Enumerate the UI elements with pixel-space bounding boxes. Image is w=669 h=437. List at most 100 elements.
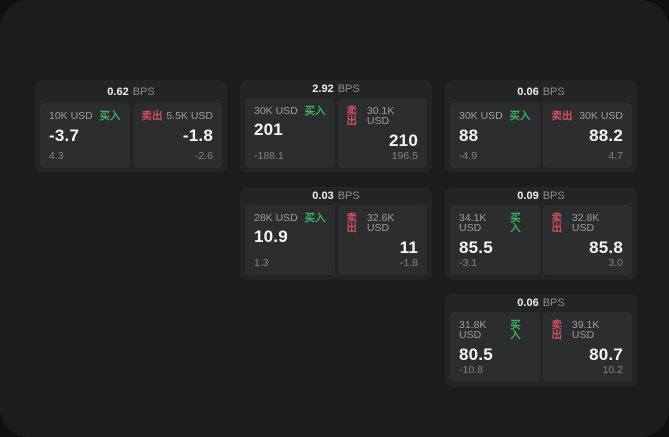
sell-side-label: 卖出 xyxy=(551,211,563,235)
sell-size: 39.1K USD xyxy=(571,318,600,342)
sell-sub-value: -1.8 xyxy=(399,256,418,269)
sell-panel[interactable]: 卖出 30.1K USD 210 196.5 xyxy=(337,97,427,168)
buy-size: 34.1K USD xyxy=(459,211,487,235)
buy-sub-value: -4.9 xyxy=(459,149,478,162)
sell-panel[interactable]: 卖出 32.8K USD 85.8 3.0 xyxy=(542,204,632,275)
sell-sub-value: 10.2 xyxy=(602,363,623,376)
sell-side-label: 卖出 xyxy=(346,211,358,235)
sell-price: 88.2 xyxy=(589,125,623,145)
quote-card: 0.06 BPS 31.8K USD 买入 80.5 -10.8 卖出 39.1… xyxy=(445,294,637,387)
buy-price: 80.5 xyxy=(459,344,493,364)
sell-side-label: 卖出 xyxy=(141,110,163,122)
quote-panels: 31.8K USD 买入 80.5 -10.8 卖出 39.1K USD 80.… xyxy=(450,311,632,382)
buy-size: 30K USD xyxy=(459,110,503,122)
buy-panel-top: 31.8K USD 买入 xyxy=(459,320,531,341)
sell-side-label: 卖出 xyxy=(551,110,573,122)
bps-value: 0.03 xyxy=(312,189,334,202)
sell-panel[interactable]: 卖出 39.1K USD 80.7 10.2 xyxy=(542,311,632,382)
bps-value: 0.62 xyxy=(107,85,129,98)
buy-panel-top: 30K USD 买入 xyxy=(254,106,326,117)
buy-side-label: 买入 xyxy=(509,110,531,122)
buy-sub-value: -3.1 xyxy=(459,256,478,269)
sell-price: 85.8 xyxy=(589,237,623,257)
bps-unit: BPS xyxy=(542,189,565,202)
bps-header: 0.09 BPS xyxy=(450,187,632,205)
sell-panel[interactable]: 卖出 30K USD 88.2 4.7 xyxy=(542,103,632,168)
bps-header: 2.92 BPS xyxy=(245,80,427,98)
bps-header: 0.62 BPS xyxy=(40,80,222,103)
sell-panel-top: 卖出 30.1K USD xyxy=(347,106,419,127)
sell-size: 30K USD xyxy=(579,110,623,122)
buy-size: 28K USD xyxy=(254,211,298,224)
bps-value: 0.09 xyxy=(517,189,539,202)
quote-card: 2.92 BPS 30K USD 买入 201 -188.1 卖出 30.1K … xyxy=(240,80,432,173)
buy-panel-top: 34.1K USD 买入 xyxy=(459,213,531,234)
bps-header: 0.03 BPS xyxy=(245,187,427,205)
buy-panel[interactable]: 30K USD 买入 201 -188.1 xyxy=(245,97,335,168)
sell-panel[interactable]: 卖出 5.5K USD -1.8 -2.6 xyxy=(132,103,222,168)
buy-panel[interactable]: 34.1K USD 买入 85.5 -3.1 xyxy=(450,204,540,275)
buy-panel-top: 30K USD 买入 xyxy=(459,111,531,122)
buy-panel[interactable]: 28K USD 买入 10.9 1.3 xyxy=(245,204,335,275)
bps-unit: BPS xyxy=(337,82,360,95)
buy-panel[interactable]: 31.8K USD 买入 80.5 -10.8 xyxy=(450,311,540,382)
buy-panel-top: 28K USD 买入 xyxy=(254,213,326,224)
sell-sub-value: 4.7 xyxy=(608,149,623,162)
buy-side-label: 买入 xyxy=(510,211,521,235)
quote-panels: 10K USD 买入 -3.7 4.3 卖出 5.5K USD -1.8 -2.… xyxy=(40,103,222,168)
quote-card: 0.06 BPS 30K USD 买入 88 -4.9 卖出 30K USD 8… xyxy=(445,80,637,173)
sell-panel-top: 卖出 5.5K USD xyxy=(142,111,214,122)
buy-sub-value: 4.3 xyxy=(49,149,64,162)
bps-unit: BPS xyxy=(132,85,155,98)
buy-side-label: 买入 xyxy=(304,211,326,224)
buy-side-label: 买入 xyxy=(304,104,326,117)
sell-price: -1.8 xyxy=(182,125,213,145)
buy-panel[interactable]: 10K USD 买入 -3.7 4.3 xyxy=(40,103,130,168)
sell-size: 30.1K USD xyxy=(366,104,395,128)
sell-size: 32.6K USD xyxy=(366,211,395,235)
buy-price: 10.9 xyxy=(254,227,288,247)
sell-price: 11 xyxy=(399,237,418,257)
buy-size: 10K USD xyxy=(49,110,93,122)
quote-card: 0.09 BPS 34.1K USD 买入 85.5 -3.1 卖出 32.8K… xyxy=(445,187,637,280)
buy-sub-value: 1.3 xyxy=(254,256,269,269)
sell-price: 80.7 xyxy=(589,344,623,364)
quote-cards-grid: 0.62 BPS 10K USD 买入 -3.7 4.3 卖出 5.5K USD… xyxy=(35,80,637,387)
bps-unit: BPS xyxy=(542,296,565,309)
buy-price: -3.7 xyxy=(49,125,80,145)
sell-panel[interactable]: 卖出 32.6K USD 11 -1.8 xyxy=(337,204,427,275)
buy-side-label: 买入 xyxy=(99,110,121,122)
buy-size: 31.8K USD xyxy=(459,318,487,342)
sell-panel-top: 卖出 30K USD xyxy=(552,111,624,122)
sell-panel-top: 卖出 39.1K USD xyxy=(552,320,624,341)
bps-unit: BPS xyxy=(542,85,565,98)
sell-price: 210 xyxy=(389,130,418,150)
bps-value: 0.06 xyxy=(517,296,539,309)
quote-card: 0.62 BPS 10K USD 买入 -3.7 4.3 卖出 5.5K USD… xyxy=(35,80,227,173)
sell-side-label: 卖出 xyxy=(346,104,358,128)
quote-panels: 34.1K USD 买入 85.5 -3.1 卖出 32.8K USD 85.8… xyxy=(450,204,632,275)
bps-header: 0.06 BPS xyxy=(450,294,632,312)
sell-sub-value: 196.5 xyxy=(391,149,418,162)
buy-panel-top: 10K USD 买入 xyxy=(49,111,121,122)
buy-size: 30K USD xyxy=(254,104,298,117)
buy-price: 85.5 xyxy=(459,237,493,257)
quote-panels: 28K USD 买入 10.9 1.3 卖出 32.6K USD 11 -1.8 xyxy=(245,204,427,275)
sell-side-label: 卖出 xyxy=(551,318,563,342)
bps-value: 2.92 xyxy=(312,82,334,95)
buy-sub-value: -10.8 xyxy=(459,363,483,376)
buy-price: 201 xyxy=(254,120,283,140)
sell-panel-top: 卖出 32.8K USD xyxy=(552,213,624,234)
buy-panel[interactable]: 30K USD 买入 88 -4.9 xyxy=(450,103,540,168)
buy-side-label: 买入 xyxy=(510,318,521,342)
quote-panels: 30K USD 买入 201 -188.1 卖出 30.1K USD 210 1… xyxy=(245,97,427,168)
quote-panels: 30K USD 买入 88 -4.9 卖出 30K USD 88.2 4.7 xyxy=(450,103,632,168)
sell-size: 5.5K USD xyxy=(166,110,213,122)
bps-header: 0.06 BPS xyxy=(450,80,632,103)
sell-sub-value: 3.0 xyxy=(608,256,623,269)
sell-sub-value: -2.6 xyxy=(194,149,213,162)
quote-card: 0.03 BPS 28K USD 买入 10.9 1.3 卖出 32.6K US… xyxy=(240,187,432,280)
bps-unit: BPS xyxy=(337,189,360,202)
buy-price: 88 xyxy=(459,125,479,145)
